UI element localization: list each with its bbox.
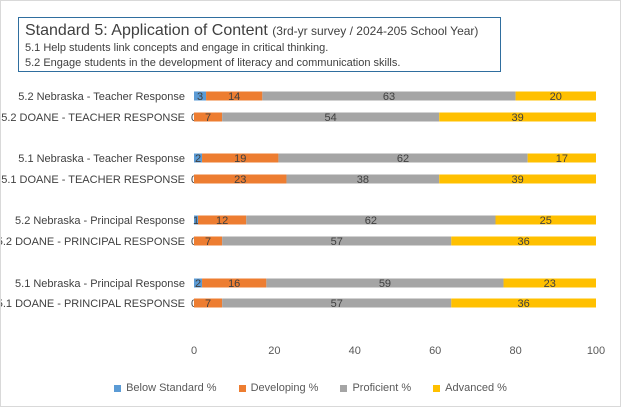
data-label: 39 bbox=[511, 112, 523, 124]
legend-item: Below Standard % bbox=[114, 382, 217, 394]
chart-note-5-1: 5.1 Help students link concepts and enga… bbox=[25, 42, 329, 54]
category-label: 5.1 DOANE - PRINCIPAL RESPONSE bbox=[1, 298, 185, 310]
data-label: 3 bbox=[197, 91, 203, 103]
bar-segment bbox=[278, 153, 528, 163]
legend-label: Developing % bbox=[250, 382, 319, 394]
data-label: 59 bbox=[379, 278, 391, 290]
chart-plot: 5.2 Nebraska - Teacher Response 5.2 DOANE… bbox=[1, 91, 605, 357]
x-tick-label: 0 bbox=[191, 345, 197, 357]
legend-swatch bbox=[340, 384, 348, 392]
data-label: 12 bbox=[216, 215, 228, 227]
bar-segment bbox=[503, 278, 596, 288]
x-tick-label: 60 bbox=[429, 345, 441, 357]
bar-segment bbox=[451, 298, 596, 308]
bar-segment bbox=[246, 215, 496, 225]
data-label: 36 bbox=[518, 236, 530, 248]
bar-segment bbox=[202, 278, 267, 288]
bar-segment bbox=[515, 91, 596, 101]
data-label: 7 bbox=[205, 236, 211, 248]
legend-label: Proficient % bbox=[352, 382, 412, 394]
data-label: 57 bbox=[331, 236, 343, 248]
bar-segment bbox=[286, 174, 440, 184]
data-label: 25 bbox=[540, 215, 552, 227]
chart-title: Standard 5: Application of Content bbox=[25, 22, 268, 39]
data-label: 39 bbox=[511, 174, 523, 186]
legend-item: Developing % bbox=[238, 382, 319, 394]
data-label: 23 bbox=[234, 174, 246, 186]
data-label: 54 bbox=[325, 112, 337, 124]
legend-item: Advanced % bbox=[433, 382, 507, 394]
data-label: 7 bbox=[205, 298, 211, 310]
legend-swatch bbox=[433, 384, 441, 392]
data-label: 14 bbox=[228, 91, 240, 103]
chart-legend: Below Standard % Developing % Proficient %… bbox=[1, 382, 620, 394]
data-label: 16 bbox=[228, 278, 240, 290]
bar-segment bbox=[206, 91, 263, 101]
bar-segment bbox=[222, 298, 452, 308]
legend-label: Below Standard % bbox=[126, 382, 217, 394]
bar-segment bbox=[222, 236, 452, 246]
chart-title-line: Standard 5: Application of Content (3rd-… bbox=[25, 21, 494, 41]
chart-note-5-2: 5.2 Engage students in the development o… bbox=[25, 57, 401, 69]
bar-segment bbox=[194, 215, 199, 225]
chart-subtitle: (3rd-yr survey / 2024-205 School Year) bbox=[272, 24, 479, 38]
data-label: 62 bbox=[365, 215, 377, 227]
chart-title-box: Standard 5: Application of Content (3rd-… bbox=[18, 17, 501, 72]
category-label: 5.1 Nebraska - Principal Response bbox=[15, 278, 185, 290]
data-label: 2 bbox=[195, 278, 201, 290]
data-label: 2 bbox=[195, 153, 201, 165]
legend-label: Advanced % bbox=[445, 382, 507, 394]
data-label: 7 bbox=[205, 112, 211, 124]
legend-swatch bbox=[238, 384, 246, 392]
legend-item: Proficient % bbox=[340, 382, 411, 394]
legend-swatch bbox=[114, 384, 122, 392]
data-label: 1 bbox=[193, 215, 199, 227]
data-label: 36 bbox=[518, 298, 530, 310]
bar-segment bbox=[222, 112, 440, 122]
data-label: 38 bbox=[357, 174, 369, 186]
x-tick-label: 100 bbox=[587, 345, 605, 357]
bar-segment bbox=[194, 278, 203, 288]
data-label: 19 bbox=[234, 153, 246, 165]
bar-segment bbox=[527, 153, 596, 163]
bar-segment bbox=[194, 236, 223, 246]
bar-segment bbox=[266, 278, 504, 288]
category-label: 5.2 Nebraska - Principal Response bbox=[15, 215, 185, 227]
bar-segment bbox=[194, 153, 203, 163]
bar-segment bbox=[439, 112, 596, 122]
data-label: 63 bbox=[383, 91, 395, 103]
bar-segment bbox=[262, 91, 516, 101]
category-label: 5.1 DOANE - TEACHER RESPONSE bbox=[1, 174, 185, 186]
x-tick-label: 80 bbox=[509, 345, 521, 357]
bar-segment bbox=[194, 91, 207, 101]
data-label: 17 bbox=[556, 153, 568, 165]
bar-segment bbox=[194, 298, 223, 308]
bar-segment bbox=[451, 236, 596, 246]
bar-segment bbox=[439, 174, 596, 184]
bar-segment bbox=[194, 112, 223, 122]
category-label: 5.2 DOANE - TEACHER RESPONSE bbox=[1, 112, 185, 124]
bar-segment bbox=[202, 153, 279, 163]
data-label: 57 bbox=[331, 298, 343, 310]
data-label: 23 bbox=[544, 278, 556, 290]
data-label: 62 bbox=[397, 153, 409, 165]
bar-segment bbox=[495, 215, 596, 225]
category-label: 5.2 DOANE - PRINCIPAL RESPONSE bbox=[1, 236, 185, 248]
category-label: 5.1 Nebraska - Teacher Response bbox=[18, 153, 185, 165]
bar-segment bbox=[194, 174, 287, 184]
category-label: 5.2 Nebraska - Teacher Response bbox=[18, 91, 185, 103]
x-tick-label: 20 bbox=[268, 345, 280, 357]
x-tick-label: 40 bbox=[349, 345, 361, 357]
data-label: 20 bbox=[550, 91, 562, 103]
bar-segment bbox=[198, 215, 247, 225]
